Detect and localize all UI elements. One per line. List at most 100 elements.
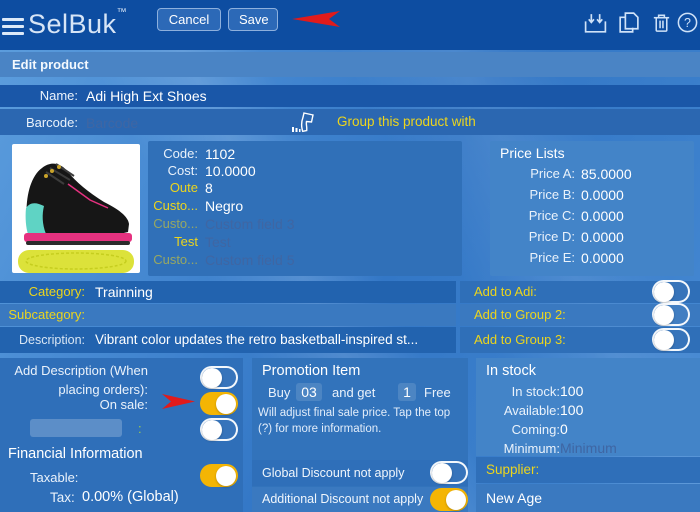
custom-field-5-value[interactable]: Custom field 5 bbox=[205, 252, 295, 268]
add-to-group2-toggle[interactable] bbox=[652, 303, 690, 326]
svg-text:?: ? bbox=[684, 16, 691, 30]
custom-field-2-value[interactable]: Negro bbox=[205, 198, 244, 214]
barcode-label: Barcode: bbox=[25, 115, 78, 130]
cost-value[interactable]: 10.0000 bbox=[205, 163, 256, 179]
price-a-label: Price A: bbox=[530, 166, 575, 181]
promotion-panel: Promotion Item Buy 03 and get 1 Free Wil… bbox=[252, 358, 468, 512]
help-icon[interactable]: ? bbox=[676, 10, 699, 35]
barcode-input[interactable]: Barcode bbox=[86, 115, 139, 131]
price-c-value[interactable]: 0.0000 bbox=[581, 208, 624, 224]
category-label: Category: bbox=[28, 284, 85, 299]
price-d-label: Price D: bbox=[528, 229, 575, 244]
available-label: Available: bbox=[503, 403, 560, 418]
in-stock-value[interactable]: 100 bbox=[560, 383, 584, 399]
custom-field-5-label: Custo... bbox=[153, 252, 198, 267]
promotion-title: Promotion Item bbox=[262, 363, 361, 379]
custom-field-2-label: Custo... bbox=[153, 198, 198, 213]
supplier-row: Supplier: bbox=[476, 457, 700, 483]
add-to-adi-toggle[interactable] bbox=[652, 280, 690, 303]
coming-value: 0 bbox=[560, 421, 568, 437]
custom-field-3-value[interactable]: Custom field 3 bbox=[205, 216, 295, 232]
description-value[interactable]: Vibrant color updates the retro basketba… bbox=[95, 332, 419, 347]
app-logo: SelBuk™ bbox=[28, 7, 127, 39]
custom-field-1-value[interactable]: 8 bbox=[205, 180, 213, 196]
category-row: Category: Trainning bbox=[0, 281, 456, 303]
price-lists-title: Price Lists bbox=[500, 145, 565, 161]
coming-label: Coming: bbox=[511, 422, 560, 437]
additional-discount-label: Additional Discount not apply bbox=[262, 492, 424, 506]
options-panel: Add Description (When placing orders): O… bbox=[0, 358, 243, 512]
topbar: SelBuk™ Cancel Save ? bbox=[0, 0, 700, 50]
stock-panel: In stock In stock: 100 Available: 100 Co… bbox=[476, 358, 700, 456]
price-b-value[interactable]: 0.0000 bbox=[581, 187, 624, 203]
minimum-label: Minimum: bbox=[503, 441, 560, 456]
custom-field-1-label: Oute bbox=[169, 180, 198, 195]
and-get-label: and get bbox=[332, 385, 376, 400]
tax-value[interactable]: 0.00% (Global) bbox=[82, 489, 179, 505]
subcategory-label: Subcategory: bbox=[8, 307, 85, 322]
cost-label: Cost: bbox=[167, 163, 198, 178]
name-label: Name: bbox=[39, 88, 78, 103]
subcategory-row: Subcategory: bbox=[0, 304, 456, 326]
sneaker-image bbox=[18, 163, 134, 273]
get-qty-input[interactable]: 1 bbox=[398, 383, 416, 401]
taxable-label: Taxable: bbox=[30, 470, 79, 485]
global-discount-toggle[interactable] bbox=[430, 461, 468, 484]
barcode-scanner-icon[interactable] bbox=[291, 111, 317, 134]
empty-option-field[interactable] bbox=[30, 419, 122, 437]
add-to-group3-toggle[interactable] bbox=[652, 328, 690, 351]
minimum-input[interactable]: Minimum bbox=[560, 440, 617, 456]
price-e-value[interactable]: 0.0000 bbox=[581, 250, 624, 266]
supplier-value[interactable]: New Age bbox=[486, 490, 543, 506]
custom-field-4-label: Test bbox=[174, 234, 198, 249]
supplier-label: Supplier: bbox=[486, 462, 540, 477]
empty-option-label: : bbox=[138, 421, 142, 436]
add-to-group2-label: Add to Group 2: bbox=[474, 307, 566, 322]
cancel-button[interactable]: Cancel bbox=[157, 8, 221, 31]
copy-icon[interactable] bbox=[616, 10, 641, 35]
annotation-arrow-left-icon bbox=[292, 11, 340, 27]
description-row: Description: Vibrant color updates the r… bbox=[0, 327, 456, 353]
price-a-value[interactable]: 85.0000 bbox=[581, 166, 632, 182]
add-to-group3-label: Add to Group 3: bbox=[474, 332, 566, 347]
supplier-value-row: New Age bbox=[476, 484, 700, 512]
name-input[interactable]: Adi High Ext Shoes bbox=[86, 88, 207, 104]
add-description-toggle[interactable] bbox=[200, 366, 238, 389]
financial-information-title: Financial Information bbox=[8, 446, 143, 462]
category-value[interactable]: Trainning bbox=[95, 284, 153, 300]
import-icon[interactable] bbox=[583, 11, 608, 36]
annotation-arrow-right-icon bbox=[162, 394, 195, 409]
save-button[interactable]: Save bbox=[228, 8, 278, 31]
additional-discount-row: Additional Discount not apply bbox=[252, 487, 468, 512]
description-label: Description: bbox=[19, 333, 85, 347]
buy-qty-input[interactable]: 03 bbox=[296, 383, 322, 401]
add-description-label: Add Description (When placing orders): bbox=[14, 363, 148, 397]
price-b-label: Price B: bbox=[529, 187, 575, 202]
global-discount-label: Global Discount not apply bbox=[262, 466, 405, 480]
free-label: Free bbox=[424, 385, 451, 400]
taxable-toggle[interactable] bbox=[200, 464, 238, 487]
screen-title-bar: Edit product bbox=[0, 52, 700, 77]
add-to-adi-label: Add to Adi: bbox=[474, 284, 537, 299]
custom-fields-panel: Code: 1102 Cost: 10.0000 Oute 8 Custo...… bbox=[148, 141, 462, 276]
product-image[interactable] bbox=[12, 144, 140, 273]
page-title: Edit product bbox=[12, 57, 89, 72]
stock-title: In stock bbox=[486, 363, 536, 379]
name-row: Name: Adi High Ext Shoes bbox=[0, 85, 700, 107]
menu-icon[interactable] bbox=[2, 14, 24, 39]
price-e-label: Price E: bbox=[529, 250, 575, 265]
on-sale-toggle[interactable] bbox=[200, 392, 238, 415]
buy-label: Buy bbox=[268, 385, 291, 400]
custom-field-4-value[interactable]: Test bbox=[205, 234, 231, 250]
extra-option-toggle[interactable] bbox=[200, 418, 238, 441]
barcode-row: Barcode: Barcode Group this product with bbox=[0, 109, 700, 135]
price-c-label: Price C: bbox=[528, 208, 575, 223]
trash-icon[interactable] bbox=[650, 10, 673, 35]
code-value[interactable]: 1102 bbox=[205, 146, 236, 162]
group-product-link[interactable]: Group this product with bbox=[337, 114, 476, 129]
price-d-value[interactable]: 0.0000 bbox=[581, 229, 624, 245]
additional-discount-toggle[interactable] bbox=[430, 488, 468, 511]
global-discount-row: Global Discount not apply bbox=[252, 460, 468, 486]
add-to-adi-row: Add to Adi: bbox=[460, 280, 700, 303]
